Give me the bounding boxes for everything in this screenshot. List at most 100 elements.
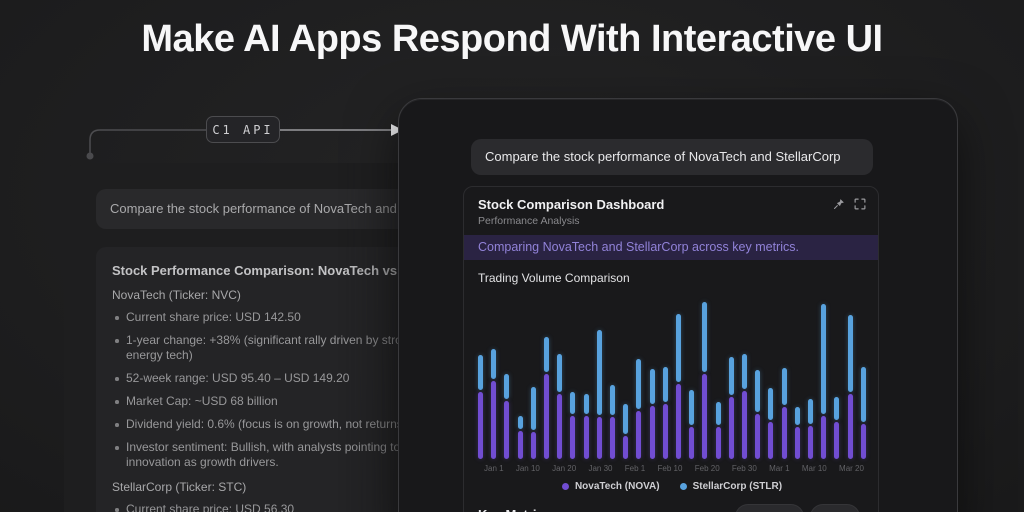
stellarcorp-bar-segment xyxy=(530,387,536,430)
novatech-bar-segment xyxy=(860,424,866,459)
pin-icon[interactable] xyxy=(833,198,845,210)
stellarcorp-bar-segment xyxy=(794,407,800,425)
right-app-panel: Compare the stock performance of NovaTec… xyxy=(398,98,958,512)
novatech-bar-segment xyxy=(544,374,550,459)
bar-group xyxy=(768,388,774,459)
legend-label: NovaTech (NOVA) xyxy=(574,481,660,492)
stellarcorp-bar-segment xyxy=(636,359,642,409)
chart-title: Trading Volume Comparison xyxy=(478,271,630,285)
section-title: NovaTech (Ticker: NVC) xyxy=(112,288,241,302)
stellarcorp-bar-segment xyxy=(781,368,787,405)
bar-group xyxy=(755,370,761,459)
left-chat-panel: Compare the stock performance of NovaTec… xyxy=(64,163,624,512)
bar-group xyxy=(715,402,721,459)
doc-heading: Stock Performance Comparison: NovaTech v… xyxy=(112,263,471,278)
novatech-bar-segment xyxy=(702,374,708,459)
novatech-bar-segment xyxy=(504,401,510,459)
novatech-bar-segment xyxy=(794,427,800,459)
novatech-bar-segment xyxy=(742,391,748,459)
x-tick-label: Mar 20 xyxy=(839,464,864,473)
stellarcorp-bar-segment xyxy=(491,349,497,379)
stellarcorp-bar-segment xyxy=(860,367,866,422)
stellarcorp-bar-segment xyxy=(517,416,523,429)
chart-legend: NovaTech (NOVA) StellarCorp (STLR) xyxy=(478,481,866,492)
novatech-bar-segment xyxy=(623,436,629,459)
x-axis: Jan 1 Jan 10 Jan 20 Jan 30 Feb 1 Feb 10 Feb 20… xyxy=(478,464,866,473)
bar-group xyxy=(504,374,510,459)
bar-group xyxy=(794,407,800,459)
bar-group xyxy=(491,349,497,459)
stellarcorp-bar-segment xyxy=(504,374,510,399)
bar-group xyxy=(544,337,550,459)
novatech-bar-segment xyxy=(610,417,616,459)
footer-pill-button-2[interactable] xyxy=(810,504,860,512)
novatech-bar-segment xyxy=(583,416,589,459)
bullet-item: 52-week range: USD 95.40 – USD 149.20 xyxy=(112,371,580,386)
stellarcorp-bar-segment xyxy=(742,354,748,389)
key-metrics-heading: Key Metrics xyxy=(478,501,864,512)
stellarcorp-bar-segment xyxy=(557,354,563,392)
novatech-bar-segment xyxy=(596,417,602,459)
stellarcorp-bar-segment xyxy=(702,302,708,372)
bar-group xyxy=(636,359,642,459)
bar-group xyxy=(676,314,682,459)
bar-group xyxy=(781,368,787,459)
dashboard-card: Stock Comparison Dashboard Performance A… xyxy=(463,186,879,512)
legend-item: StellarCorp (STLR) xyxy=(679,481,782,492)
chart-section: Trading Volume Comparison Jan 1 Jan 10 Jan… xyxy=(464,260,878,492)
bullet-list: Current share price: USD 56.301-year cha… xyxy=(112,502,580,512)
dashboard-subtitle: Performance Analysis xyxy=(478,215,580,227)
x-tick-label: Feb 10 xyxy=(657,464,683,473)
novatech-bar-segment xyxy=(781,407,787,459)
bar-group xyxy=(742,354,748,459)
bar-group xyxy=(702,302,708,459)
novatech-bar-segment xyxy=(847,394,853,459)
status-banner: Comparing NovaTech and StellarCorp acros… xyxy=(464,235,878,260)
x-tick-label: Mar 10 xyxy=(801,464,827,473)
bar-group xyxy=(808,399,814,459)
footer-pill-button-1[interactable] xyxy=(735,504,804,512)
chart-plot xyxy=(478,295,866,459)
bullet-item: Market Cap: ~USD 68 billion xyxy=(112,394,580,409)
novatech-bar-segment xyxy=(755,414,761,459)
dashboard-card-footer: Key Metrics xyxy=(464,501,878,512)
x-tick-label: Feb 1 xyxy=(624,464,646,473)
novatech-bar-segment xyxy=(728,397,734,459)
x-tick-label: Feb 30 xyxy=(731,464,757,473)
novatech-bar-segment xyxy=(491,381,497,459)
expand-icon[interactable] xyxy=(854,198,866,210)
novatech-bar-segment xyxy=(530,432,536,459)
stellarcorp-bar-segment xyxy=(596,330,602,415)
prompt-input[interactable]: Compare the stock performance of NovaTec… xyxy=(471,139,873,175)
bar-group xyxy=(610,385,616,459)
novatech-bar-segment xyxy=(834,422,840,459)
novatech-bar-segment xyxy=(689,427,695,459)
stellarcorp-bar-segment xyxy=(755,370,761,412)
novatech-bar-segment xyxy=(715,427,721,459)
legend-dot xyxy=(679,483,687,490)
bullet-item: Current share price: USD 56.30 xyxy=(112,502,580,512)
novatech-bar-segment xyxy=(557,394,563,459)
x-tick-label: Feb 20 xyxy=(694,464,720,473)
stellarcorp-bar-segment xyxy=(649,369,655,404)
stellarcorp-bar-segment xyxy=(610,385,616,415)
bar-group xyxy=(834,397,840,459)
bar-group xyxy=(689,390,695,459)
legend-item: NovaTech (NOVA) xyxy=(561,481,660,492)
x-tick-label: Jan 10 xyxy=(515,464,540,473)
novatech-bar-segment xyxy=(478,392,483,459)
bar-group xyxy=(583,394,589,459)
bullet-item: Current share price: USD 142.50 xyxy=(112,310,580,325)
bar-group xyxy=(821,304,827,459)
novatech-bar-segment xyxy=(808,426,814,459)
stellarcorp-bar-segment xyxy=(544,337,550,372)
bar-group xyxy=(557,354,563,459)
stellarcorp-bar-segment xyxy=(847,315,853,392)
novatech-bar-segment xyxy=(517,431,523,459)
legend-dot xyxy=(561,483,569,490)
stellarcorp-bar-segment xyxy=(768,388,774,420)
stellarcorp-bar-segment xyxy=(570,392,576,414)
novatech-bar-segment xyxy=(649,406,655,459)
novatech-bar-segment xyxy=(676,384,682,459)
